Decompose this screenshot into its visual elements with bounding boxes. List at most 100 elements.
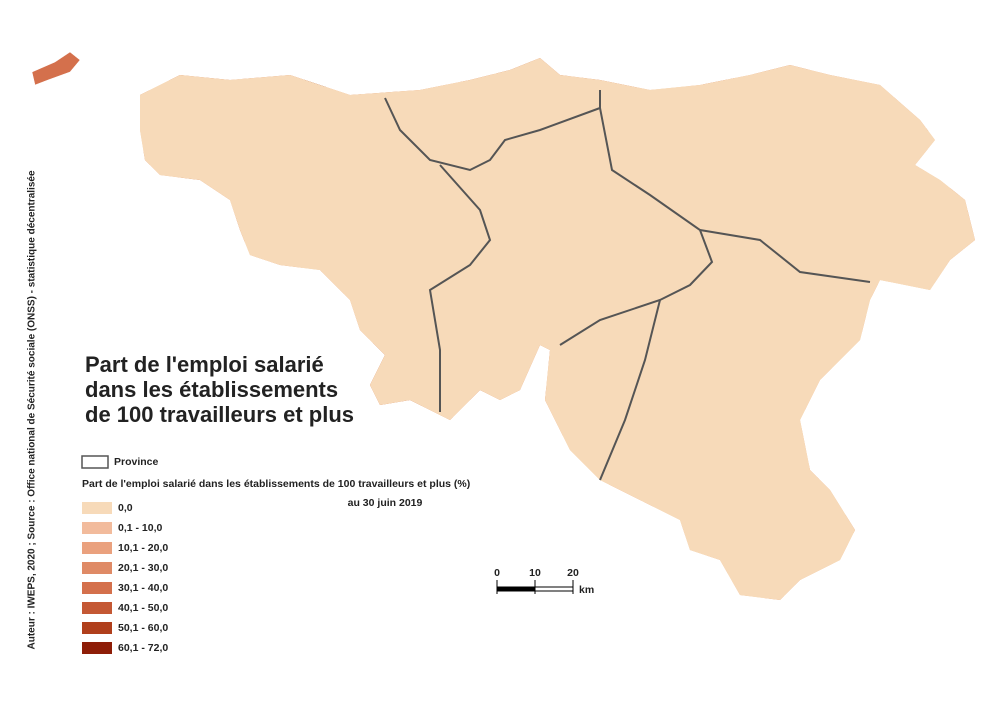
municipality <box>416 555 447 583</box>
municipality <box>852 462 884 490</box>
municipality <box>913 568 949 600</box>
municipality <box>295 58 329 81</box>
municipality <box>888 58 927 81</box>
municipality <box>871 431 899 466</box>
municipality <box>388 607 415 624</box>
title-line: de 100 travailleurs et plus <box>85 402 354 427</box>
municipality <box>803 405 831 434</box>
municipality <box>317 570 356 600</box>
municipality <box>819 604 859 635</box>
municipality <box>174 426 200 468</box>
province-border <box>384 97 601 172</box>
municipality <box>360 58 399 75</box>
municipality <box>943 293 975 320</box>
municipality <box>601 570 639 600</box>
municipality <box>384 555 426 585</box>
municipality <box>178 601 210 631</box>
municipality <box>538 434 559 467</box>
municipality <box>458 58 499 75</box>
municipality <box>918 64 952 97</box>
municipality <box>411 568 443 600</box>
municipality <box>140 430 157 456</box>
municipality <box>250 496 284 522</box>
municipality <box>649 552 690 582</box>
municipality <box>463 568 495 600</box>
municipality <box>939 575 971 600</box>
municipality <box>825 571 851 600</box>
municipality <box>175 499 210 535</box>
title: Part de l'emploi salarié dans les établi… <box>85 352 354 427</box>
municipality <box>250 520 284 557</box>
municipality <box>390 428 428 467</box>
legend-label: 20,1 - 30,0 <box>118 562 168 574</box>
municipality <box>226 592 259 600</box>
municipality <box>140 243 160 271</box>
municipality <box>638 602 661 634</box>
municipality <box>177 247 210 265</box>
municipality <box>916 427 953 462</box>
municipality <box>896 454 932 483</box>
legend-swatch <box>82 542 112 554</box>
municipality <box>140 269 155 298</box>
municipality <box>315 58 356 81</box>
municipality <box>292 579 331 600</box>
municipality <box>341 357 368 389</box>
municipality <box>915 318 944 332</box>
municipality <box>585 524 618 549</box>
municipality <box>226 259 251 296</box>
municipality <box>872 523 904 561</box>
municipality <box>192 525 222 559</box>
municipality <box>967 92 975 132</box>
municipality <box>517 498 541 538</box>
municipality <box>874 330 901 361</box>
municipality <box>412 58 451 79</box>
municipality <box>961 292 975 317</box>
municipality <box>964 384 975 413</box>
municipality <box>964 405 975 433</box>
municipality <box>940 609 970 622</box>
municipality <box>967 330 975 361</box>
municipality <box>726 597 750 600</box>
municipality <box>744 594 786 600</box>
municipality <box>976 313 998 339</box>
municipality <box>490 593 513 600</box>
municipality <box>960 72 975 104</box>
municipality <box>816 424 855 468</box>
municipality <box>293 505 329 533</box>
municipality <box>195 569 233 600</box>
municipality <box>177 261 212 300</box>
municipality <box>942 58 964 74</box>
municipality <box>894 568 933 599</box>
municipality <box>945 548 973 588</box>
legend-label: 10,1 - 20,0 <box>118 542 168 554</box>
municipality <box>562 478 593 515</box>
municipality <box>887 500 932 524</box>
municipality <box>897 521 931 559</box>
municipality <box>537 549 560 588</box>
municipality <box>482 553 521 573</box>
municipality <box>869 411 899 444</box>
municipality <box>217 520 259 559</box>
title-line: Part de l'emploi salarié <box>85 352 324 377</box>
province-border <box>599 299 661 481</box>
municipality <box>871 472 898 512</box>
municipality <box>855 354 876 390</box>
municipality <box>245 552 279 588</box>
municipality <box>442 568 468 600</box>
municipality <box>372 607 396 627</box>
municipality <box>581 597 607 600</box>
municipality <box>177 281 212 315</box>
credit: Auteur : IWEPS, 2020 ; Source : Office n… <box>27 170 38 649</box>
municipality <box>204 58 234 83</box>
municipality <box>689 604 713 624</box>
municipality <box>266 579 303 600</box>
legend-province: Province <box>114 456 159 468</box>
municipality <box>433 592 475 600</box>
municipality <box>880 282 905 318</box>
municipality <box>194 236 229 265</box>
municipality <box>202 309 229 344</box>
municipality <box>362 506 401 531</box>
municipality <box>513 487 542 502</box>
legend-label: 50,1 - 60,0 <box>118 622 168 634</box>
